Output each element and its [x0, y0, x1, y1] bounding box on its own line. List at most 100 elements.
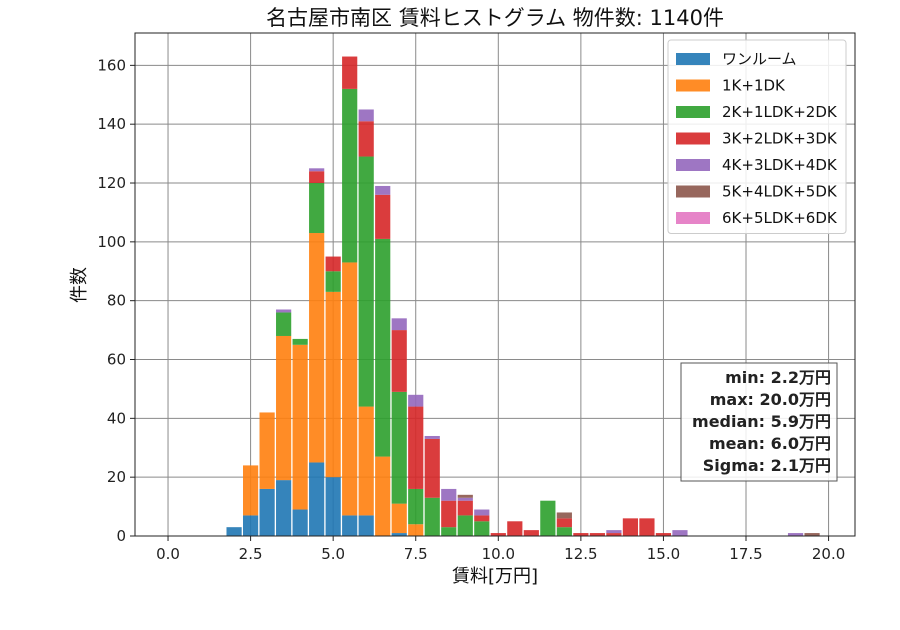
- x-axis-label: 賃料[万円]: [452, 566, 538, 587]
- bar-segment: [556, 518, 572, 528]
- bar-segment: [441, 500, 457, 528]
- plot-frame: [134, 32, 856, 537]
- bar-segment: [243, 465, 259, 516]
- bar-segment: [325, 256, 341, 272]
- bar-segment: [441, 527, 457, 536]
- x-tick-label: 15.0: [647, 545, 680, 563]
- bar-segment: [342, 56, 358, 89]
- bar-segment: [391, 503, 407, 534]
- bar-segment: [309, 183, 325, 234]
- bar-segment: [325, 291, 341, 478]
- bar-segment: [787, 533, 804, 536]
- x-tick-label: 10.0: [482, 545, 515, 563]
- bar-segment: [375, 185, 391, 195]
- x-axis-ticks: 0.0 2.5 5.0 7.5 10.0 12.5 15.0 17.5 20.0: [156, 536, 845, 563]
- stats-line: median: 5.9万円: [692, 412, 831, 431]
- bar-segment: [309, 462, 325, 536]
- x-tick-label: 7.5: [404, 545, 428, 563]
- y-tick-label: 60: [107, 351, 126, 369]
- bar-segment: [391, 330, 407, 392]
- legend-swatch: [676, 159, 710, 171]
- legend-swatch: [676, 106, 710, 118]
- bar-segment: [325, 477, 341, 536]
- legend-swatch: [676, 212, 710, 224]
- histogram-bars: [226, 56, 820, 536]
- bar-segment: [408, 524, 424, 536]
- bar-segment: [243, 515, 259, 536]
- y-axis-label: 件数: [69, 267, 90, 303]
- bar-segment: [309, 233, 325, 463]
- bar-segment: [358, 109, 374, 122]
- bar-segment: [375, 238, 391, 457]
- y-tick-label: 140: [97, 115, 126, 133]
- bar-segment: [474, 515, 490, 522]
- bar-segment: [309, 171, 325, 184]
- bar-segment: [408, 394, 424, 407]
- bar-segment: [276, 480, 292, 536]
- bar-segment: [556, 527, 572, 536]
- legend-label: 5K+4LDK+5DK: [722, 183, 838, 201]
- legend-label: 2K+1LDK+2DK: [722, 103, 838, 121]
- bar-segment: [292, 338, 308, 345]
- x-tick-label: 5.0: [321, 545, 345, 563]
- bar-segment: [556, 512, 572, 519]
- bar-segment: [342, 262, 358, 516]
- bar-segment: [540, 500, 556, 536]
- legend-swatch: [676, 132, 710, 145]
- bar-segment: [804, 533, 820, 536]
- bar-segment: [457, 494, 473, 498]
- legend-swatch: [676, 79, 710, 92]
- x-tick-label: 17.5: [729, 545, 762, 563]
- y-tick-label: 80: [107, 292, 126, 310]
- bar-segment: [655, 533, 672, 536]
- bar-segment: [523, 530, 539, 536]
- bar-segment: [507, 521, 523, 536]
- bar-segment: [325, 271, 341, 292]
- bar-segment: [672, 530, 688, 536]
- chart-title: 名古屋市南区 賃料ヒストグラム 物件数: 1140件: [266, 6, 724, 30]
- legend-swatch: [676, 53, 710, 65]
- y-tick-label: 40: [107, 409, 126, 427]
- y-tick-label: 20: [107, 468, 126, 486]
- y-tick-label: 100: [97, 233, 126, 251]
- bar-segment: [408, 406, 424, 489]
- x-tick-label: 12.5: [564, 545, 597, 563]
- bar-segment: [457, 497, 473, 501]
- legend: ワンルーム 1K+1DK 2K+1LDK+2DK 3K+2LDK+3DK 4K+3LDK…: [667, 39, 847, 234]
- bar-segment: [441, 488, 457, 501]
- bar-segment: [606, 530, 622, 534]
- bar-segment: [358, 156, 374, 407]
- bar-segment: [292, 344, 308, 510]
- bar-segment: [639, 518, 655, 536]
- bar-segment: [358, 406, 374, 516]
- bar-segment: [358, 121, 374, 157]
- bar-segment: [424, 435, 440, 439]
- stats-line: max: 20.0万円: [710, 390, 831, 409]
- bar-segment: [391, 318, 407, 331]
- bar-segment: [589, 533, 605, 536]
- bar-segment: [309, 168, 325, 172]
- bar-segment: [622, 518, 639, 536]
- stats-box: min: 2.2万円 max: 20.0万円 median: 5.9万円 mean: …: [680, 362, 838, 482]
- bar-segment: [457, 515, 473, 536]
- bar-segment: [358, 515, 374, 536]
- stats-line: Sigma: 2.1万円: [703, 456, 831, 475]
- bar-segment: [424, 497, 440, 536]
- bar-segment: [292, 509, 308, 536]
- bar-segment: [259, 412, 275, 489]
- y-axis-ticks: 0 20 40 60 80 100 120 140 160: [97, 56, 135, 545]
- legend-label: 4K+3LDK+4DK: [722, 156, 838, 174]
- x-tick-label: 0.0: [156, 545, 180, 563]
- legend-label: 3K+2LDK+3DK: [722, 130, 838, 148]
- bar-segment: [375, 456, 391, 536]
- bar-segment: [391, 533, 407, 536]
- bar-segment: [606, 533, 622, 536]
- bar-segment: [276, 309, 292, 313]
- bar-segment: [474, 509, 490, 516]
- stats-line: mean: 6.0万円: [709, 434, 831, 453]
- y-tick-label: 160: [97, 56, 126, 74]
- legend-label: ワンルーム: [722, 50, 797, 68]
- y-tick-label: 0: [116, 527, 126, 545]
- bar-segment: [259, 488, 275, 536]
